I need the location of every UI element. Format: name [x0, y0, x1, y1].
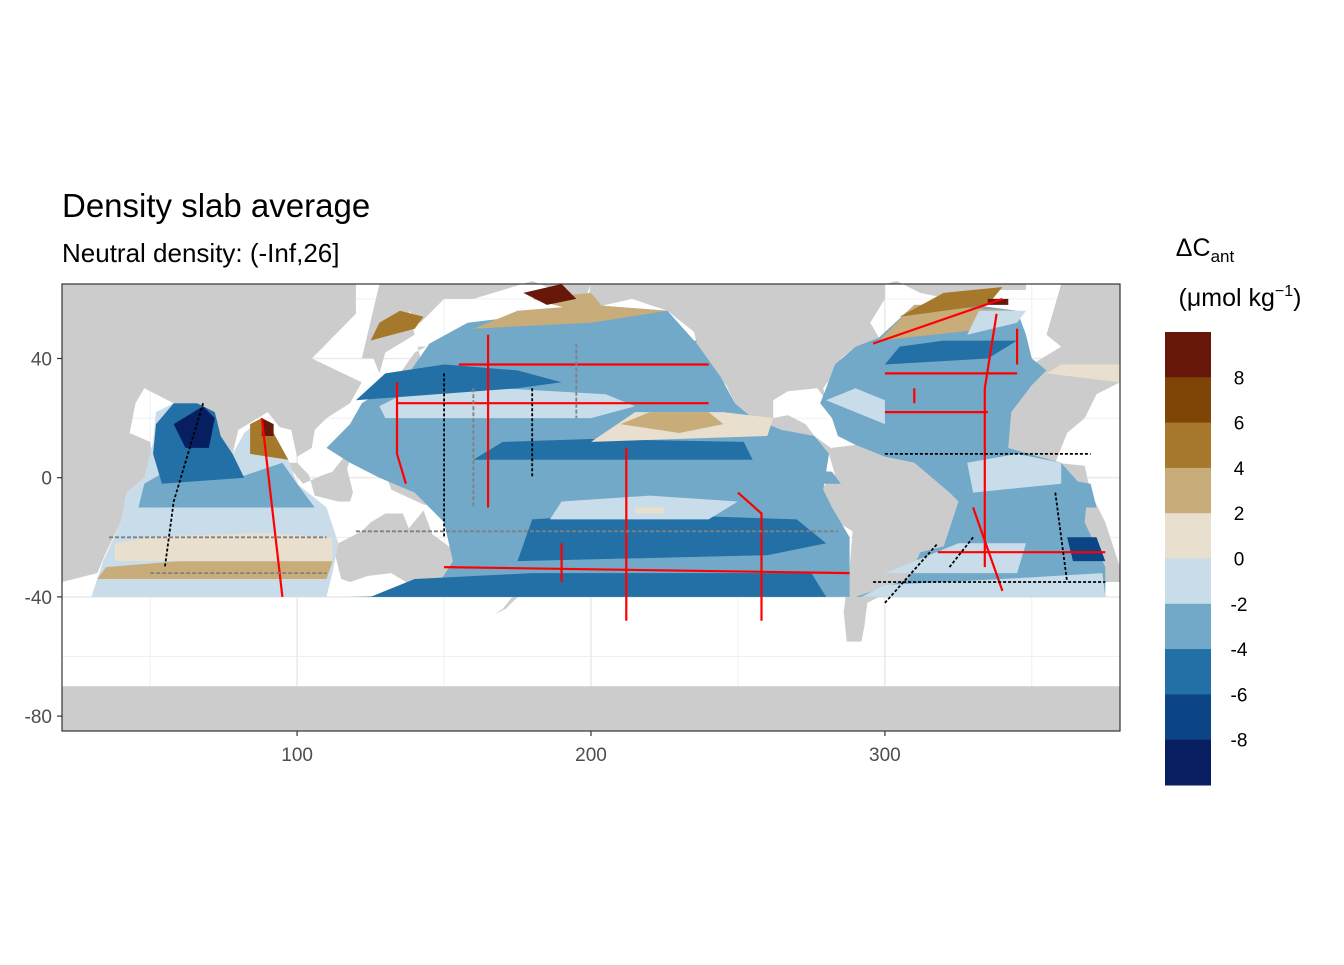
chart-title: Density slab average [62, 187, 370, 224]
land-polygon [361, 281, 591, 374]
black-track [884, 542, 939, 604]
legend-bin [1165, 513, 1211, 559]
y-tick-label: 0 [41, 469, 52, 490]
land-polygon [285, 456, 353, 502]
legend-tick-label: -8 [1231, 731, 1248, 752]
field-patch [429, 340, 697, 365]
land-polygon [585, 284, 885, 454]
legend-colorbar [1165, 332, 1211, 786]
field-patch [967, 310, 1026, 335]
field-patch [1046, 364, 1120, 383]
legend-title-line1: ΔCant [1176, 234, 1235, 266]
legend-bin [1165, 332, 1211, 378]
legend-bin [1165, 739, 1211, 786]
field-patch [884, 340, 1018, 365]
field-patch [473, 439, 753, 460]
red-track [983, 313, 998, 568]
legend-tick-label: 8 [1234, 368, 1245, 389]
field-patch [1017, 477, 1097, 508]
field-patch [967, 453, 1062, 493]
legend-title-line2: (μmol kg−1) [1179, 283, 1302, 312]
field-patch [517, 513, 827, 562]
land-polygon [823, 444, 959, 642]
field-patch [414, 459, 841, 484]
field-patch [1067, 537, 1106, 562]
y-tick-label: -80 [25, 707, 52, 728]
legend-title-subscript: ant [1211, 247, 1235, 266]
field-patch [173, 406, 215, 448]
red-track [737, 491, 763, 562]
field-patch [473, 304, 668, 329]
land-polygon [62, 686, 1120, 731]
field-patch [987, 298, 1009, 305]
legend-bin [1165, 558, 1211, 605]
field-patch [899, 287, 1003, 317]
legend-tick-label: 0 [1234, 550, 1245, 571]
field-patch [250, 418, 289, 460]
legend-unit-exponent: −1 [1275, 283, 1293, 300]
legend-ticks: 8 6 4 2 0 -2 -4 -6 -8 [1231, 368, 1248, 751]
x-axis: 100 200 300 [281, 731, 901, 766]
field-patch [620, 412, 724, 433]
red-track [972, 507, 1004, 592]
x-tick-label: 100 [281, 745, 313, 766]
black-track [164, 402, 204, 568]
red-track [444, 566, 850, 575]
legend-bin [1165, 467, 1211, 514]
field-patch [97, 561, 333, 579]
legend-bin [1165, 422, 1211, 469]
land-polygon [62, 284, 77, 582]
field-patch [523, 284, 577, 305]
legend-tick-label: -6 [1231, 685, 1248, 706]
legend-bin [1165, 377, 1211, 424]
field-patch [355, 364, 562, 401]
y-tick-label: -40 [25, 588, 52, 609]
red-track [872, 297, 1003, 345]
red-track [260, 417, 284, 598]
field-patch [826, 388, 885, 425]
red-track [395, 382, 407, 485]
black-track [1054, 492, 1068, 583]
delta-cant-field [91, 284, 1120, 597]
y-tick-label: 40 [31, 350, 52, 371]
legend-tick-label: -2 [1231, 595, 1248, 616]
legend-tick-label: 2 [1234, 504, 1245, 525]
legend-bin [1165, 694, 1211, 741]
field-patch [861, 573, 1106, 597]
map-panel [61, 281, 1121, 732]
field-patch [261, 418, 274, 436]
legend-bin [1165, 603, 1211, 650]
black-track [948, 536, 974, 568]
land-polygon [62, 284, 362, 582]
legend-bin [1165, 649, 1211, 695]
chart-subtitle: Neutral density: (-Inf,26] [62, 238, 339, 268]
legend: ΔCant (μmol kg−1) 8 6 4 2 0 -2 -4 -6 -8 [1165, 234, 1301, 786]
cruise-tracks [109, 297, 1106, 621]
legend-tick-label: -4 [1231, 640, 1248, 661]
legend-tick-label: 4 [1234, 459, 1245, 480]
x-tick-label: 200 [575, 745, 607, 766]
land-layer [62, 281, 1120, 731]
x-tick-label: 300 [869, 745, 901, 766]
legend-title-main: ΔC [1176, 234, 1211, 262]
y-axis: 40 0 -40 -80 [25, 350, 62, 728]
legend-tick-label: 6 [1234, 414, 1245, 435]
land-polygon [385, 346, 427, 383]
field-patch [370, 573, 827, 597]
legend-unit-prefix: (μmol kg [1179, 284, 1275, 312]
field-patch [370, 310, 424, 341]
field-patch [635, 507, 665, 514]
legend-unit-suffix: ) [1293, 284, 1301, 312]
